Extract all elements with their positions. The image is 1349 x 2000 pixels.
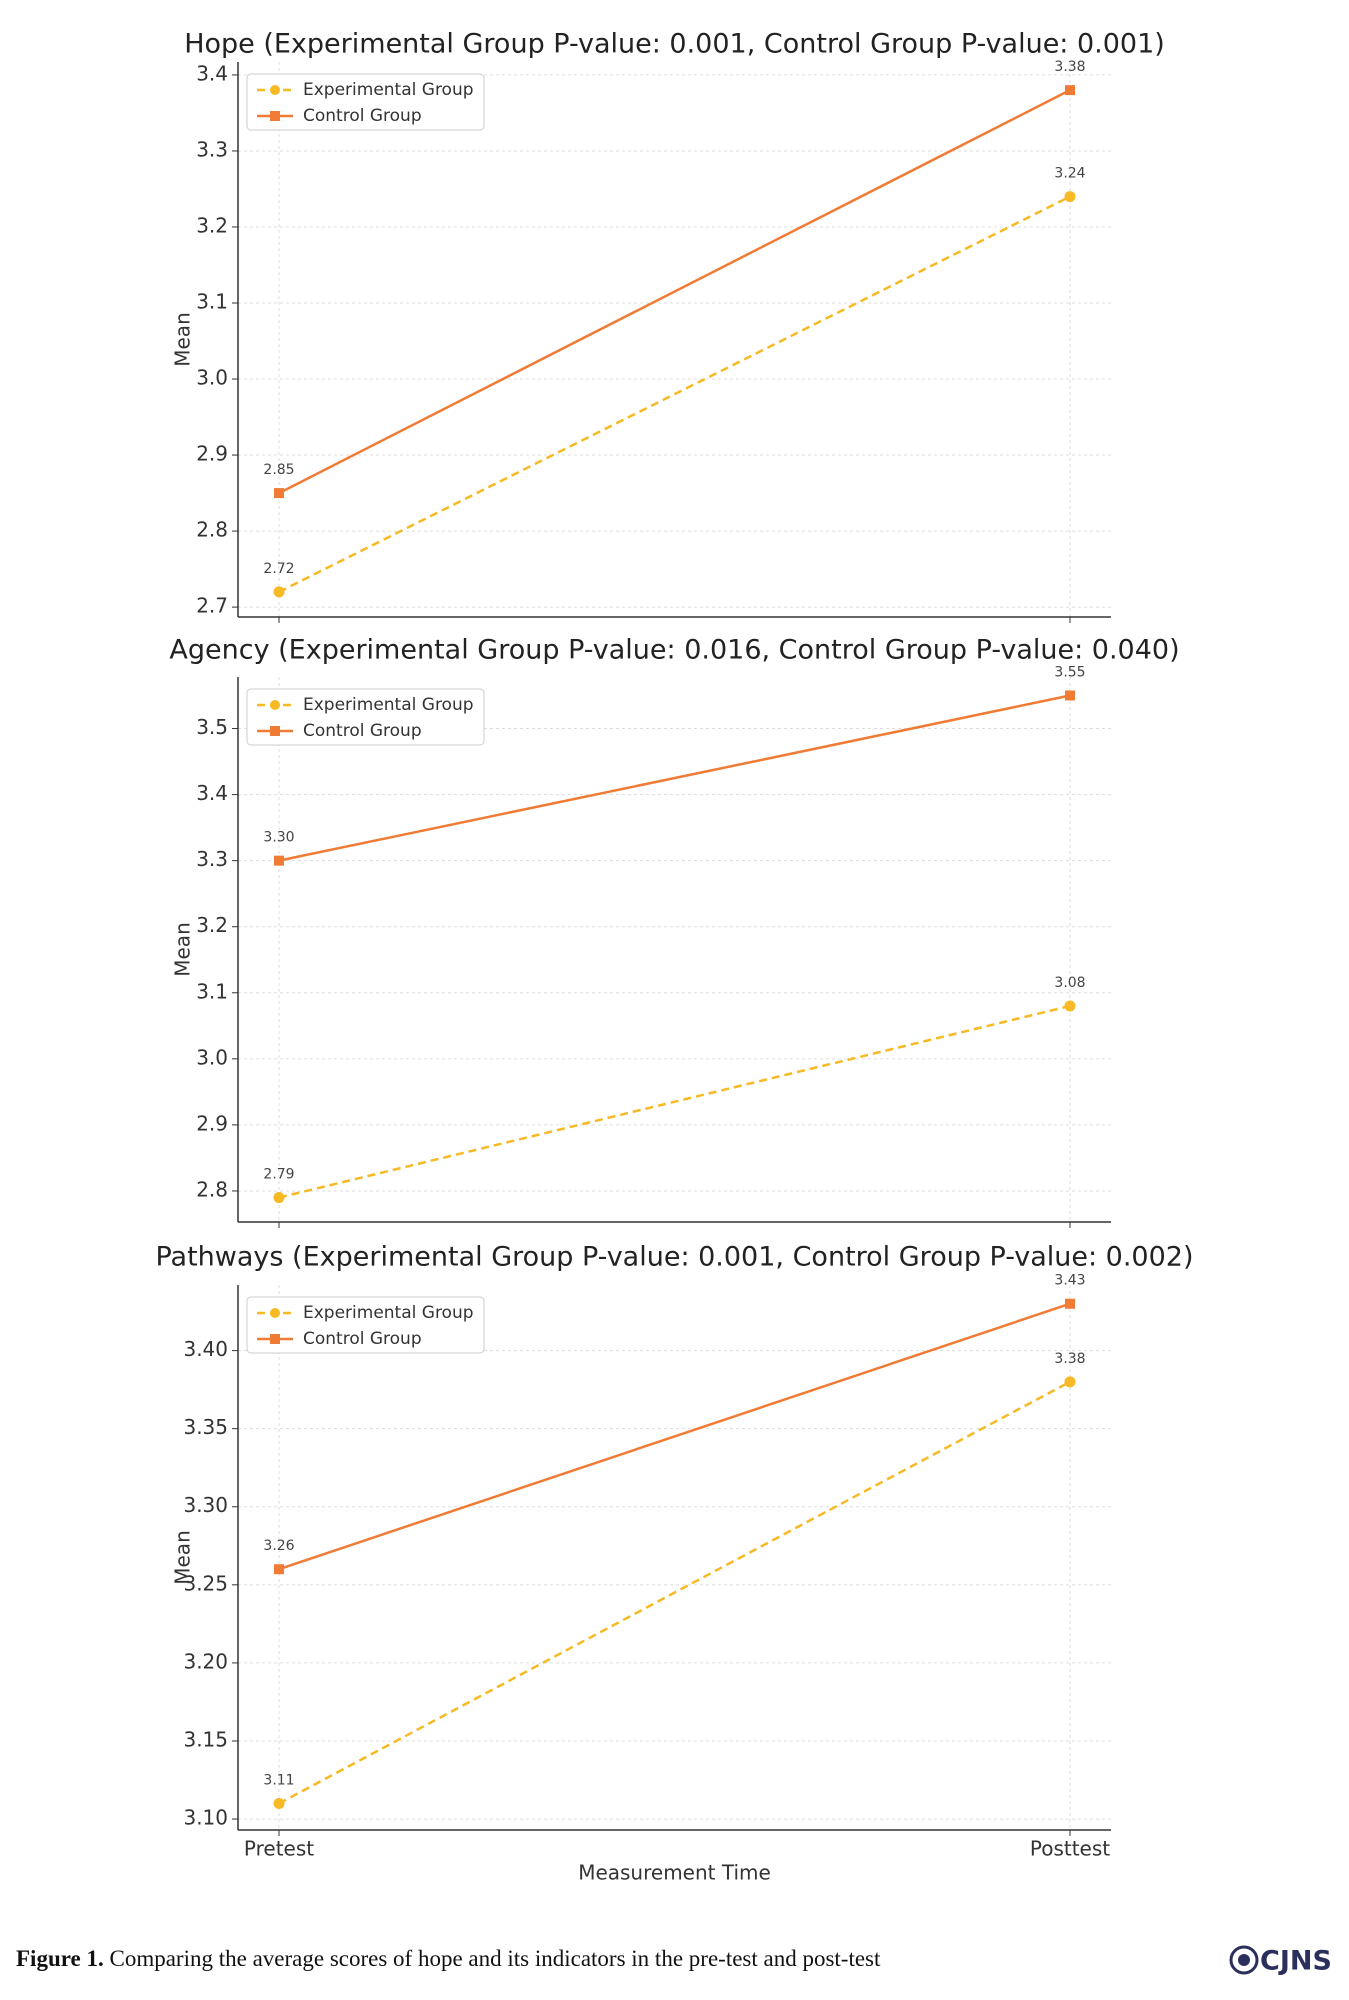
y-axis-label: Mean [171, 922, 195, 977]
logo-text: CJNS [1260, 1946, 1332, 1977]
y-tick-label: 3.40 [183, 1337, 228, 1361]
series-line [278, 1380, 1071, 1805]
legend-marker [270, 1334, 280, 1344]
marker [273, 1797, 285, 1809]
x-axis-label: Measurement Time [578, 1861, 771, 1885]
value-label: 3.38 [1054, 1351, 1085, 1367]
legend-marker [270, 700, 280, 710]
x-tick-label: Posttest [1030, 1837, 1110, 1861]
marker [1064, 1376, 1076, 1388]
chart-title: Pathways (Experimental Group P-value: 0.… [155, 1242, 1193, 1273]
legend-label: Experimental Group [303, 1303, 474, 1323]
logo-icon [1229, 1945, 1259, 1975]
y-tick-label: 3.2 [196, 213, 228, 237]
logo: CJNS [1229, 1945, 1332, 1977]
legend-label: Experimental Group [303, 80, 474, 100]
value-label: 2.79 [263, 1167, 294, 1183]
y-tick-label: 3.20 [183, 1649, 228, 1673]
value-label: 3.38 [1054, 59, 1085, 75]
series-line [278, 195, 1071, 594]
legend-label: Experimental Group [303, 695, 474, 715]
legend: Experimental Group Control Group [246, 1296, 485, 1354]
y-tick-label: 2.7 [196, 594, 228, 618]
y-tick-label: 3.25 [183, 1571, 228, 1595]
y-axis-label: Mean [171, 1530, 195, 1585]
y-axis-label: Mean [171, 312, 195, 367]
marker [274, 488, 284, 499]
logo-icon-core [1238, 1954, 1250, 1966]
legend: Experimental Group Control Group [246, 73, 485, 131]
y-tick-label: 3.4 [196, 781, 228, 805]
x-tick-label: Pretest [244, 1837, 314, 1861]
marker [1065, 85, 1075, 96]
value-label: 2.72 [263, 561, 294, 577]
y-tick-label: 3.4 [196, 61, 228, 85]
series-line [278, 1302, 1071, 1571]
caption-label: Figure 1. [16, 1946, 104, 1971]
value-label: 3.08 [1054, 975, 1085, 991]
y-tick-label: 3.2 [196, 913, 228, 937]
y-tick-label: 3.30 [183, 1493, 228, 1517]
chart-title: Agency (Experimental Group P-value: 0.01… [169, 635, 1179, 666]
y-tick-label: 2.9 [196, 1111, 228, 1135]
value-label: 2.85 [263, 462, 294, 478]
y-tick-label: 3.1 [196, 290, 228, 314]
marker [273, 1192, 285, 1204]
legend-label: Control Group [303, 1329, 422, 1349]
legend-label: Control Group [303, 106, 422, 126]
legend-box [246, 1296, 485, 1354]
value-label: 3.24 [1054, 166, 1085, 182]
marker [1064, 1000, 1076, 1012]
y-tick-label: 3.10 [183, 1806, 228, 1830]
y-tick-label: 3.1 [196, 979, 228, 1003]
y-tick-label: 3.5 [196, 715, 228, 739]
value-label: 3.26 [263, 1538, 294, 1554]
legend-marker [270, 85, 280, 95]
y-tick-label: 3.0 [196, 366, 228, 390]
value-label: 3.30 [263, 830, 294, 846]
y-tick-label: 2.8 [196, 1177, 228, 1201]
caption-text: Comparing the average scores of hope and… [109, 1946, 881, 1971]
y-tick-label: 2.9 [196, 442, 228, 466]
y-tick-label: 3.35 [183, 1415, 228, 1439]
value-label: 3.55 [1054, 664, 1085, 680]
marker [274, 1564, 284, 1575]
y-tick-label: 3.3 [196, 137, 228, 161]
legend-box [246, 73, 485, 131]
legend-marker [270, 726, 280, 736]
value-label: 3.43 [1054, 1273, 1085, 1289]
y-tick-label: 3.15 [183, 1727, 228, 1751]
legend: Experimental Group Control Group [246, 688, 485, 746]
marker [274, 855, 284, 866]
legend-marker [270, 111, 280, 121]
marker [273, 586, 285, 598]
marker [1064, 191, 1076, 203]
marker [1065, 690, 1075, 701]
value-label: 3.11 [263, 1772, 294, 1788]
series-line [278, 694, 1071, 862]
y-tick-label: 3.3 [196, 847, 228, 871]
legend-box [246, 688, 485, 746]
legend-marker [270, 1308, 280, 1318]
y-tick-label: 2.8 [196, 518, 228, 542]
series-line [278, 89, 1071, 495]
legend-label: Control Group [303, 721, 422, 741]
y-tick-label: 3.0 [196, 1045, 228, 1069]
marker [1065, 1298, 1075, 1309]
chart-title: Hope (Experimental Group P-value: 0.001,… [184, 29, 1165, 60]
series-line [278, 1004, 1071, 1199]
figure-caption: Figure 1. Comparing the average scores o… [16, 1946, 881, 1971]
